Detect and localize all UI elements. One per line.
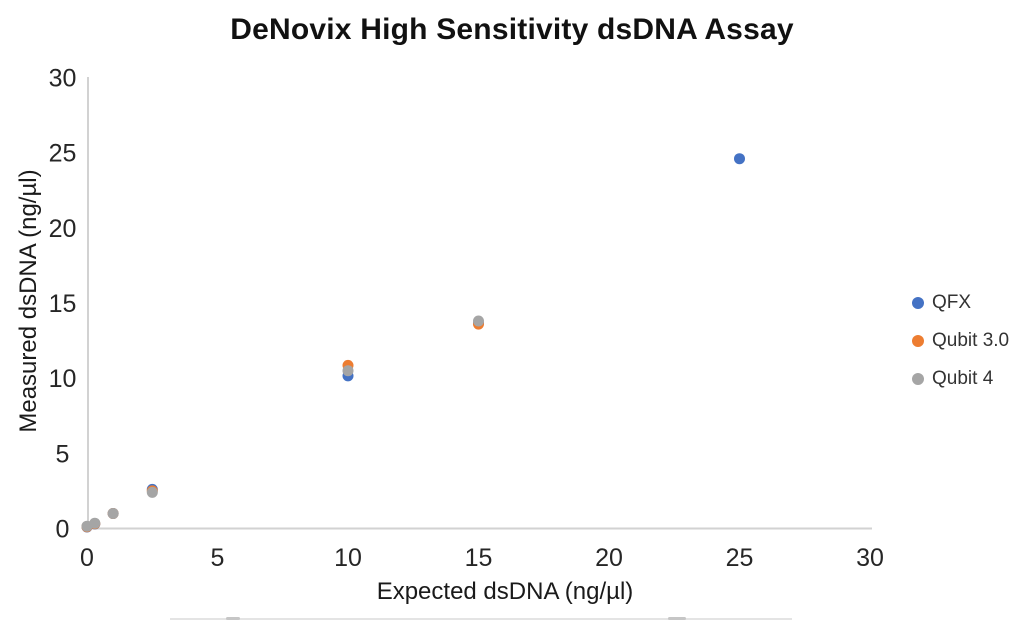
legend-item-qubit-3-0: Qubit 3.0 [912, 330, 1009, 352]
data-point-qfx [734, 153, 745, 165]
y-tick-label: 25 [49, 140, 77, 168]
divider-nub [668, 617, 686, 620]
y-tick-label: 15 [49, 290, 77, 318]
data-point-qubit-4 [89, 517, 101, 529]
cropped-element-divider [170, 618, 792, 620]
legend-marker-icon [912, 373, 924, 385]
legend-item-qfx: QFX [912, 292, 1009, 314]
data-point-qubit-4 [342, 365, 354, 377]
x-tick-label: 5 [211, 544, 225, 572]
x-tick-label: 30 [856, 544, 884, 572]
legend-label: Qubit 4 [932, 368, 994, 389]
y-tick-label: 0 [56, 516, 70, 544]
divider-nub [226, 617, 240, 620]
y-tick-label: 5 [56, 440, 70, 468]
legend-item-qubit-4: Qubit 4 [912, 368, 1009, 390]
x-axis-title: Expected dsDNA (ng/µl) [376, 578, 634, 605]
x-tick-label: 20 [595, 544, 623, 572]
legend-marker-icon [912, 335, 924, 347]
x-tick-label: 25 [726, 544, 754, 572]
y-tick-label: 20 [49, 215, 77, 243]
x-tick-label: 10 [334, 544, 362, 572]
legend-label: Qubit 3.0 [932, 330, 1010, 351]
legend-marker-icon [912, 297, 924, 309]
data-point-qubit-4 [107, 508, 119, 519]
y-tick-label: 30 [49, 65, 77, 93]
y-tick-label: 10 [49, 365, 77, 393]
data-point-qubit-4 [146, 486, 158, 498]
chart-title: DeNovix High Sensitivity dsDNA Assay [230, 13, 794, 46]
x-tick-label: 15 [465, 544, 493, 572]
data-point-qubit-4 [473, 315, 484, 327]
legend-label: QFX [932, 292, 972, 313]
x-tick-label: 0 [80, 544, 94, 572]
legend: QFX Qubit 3.0 Qubit 4 [912, 292, 1009, 406]
